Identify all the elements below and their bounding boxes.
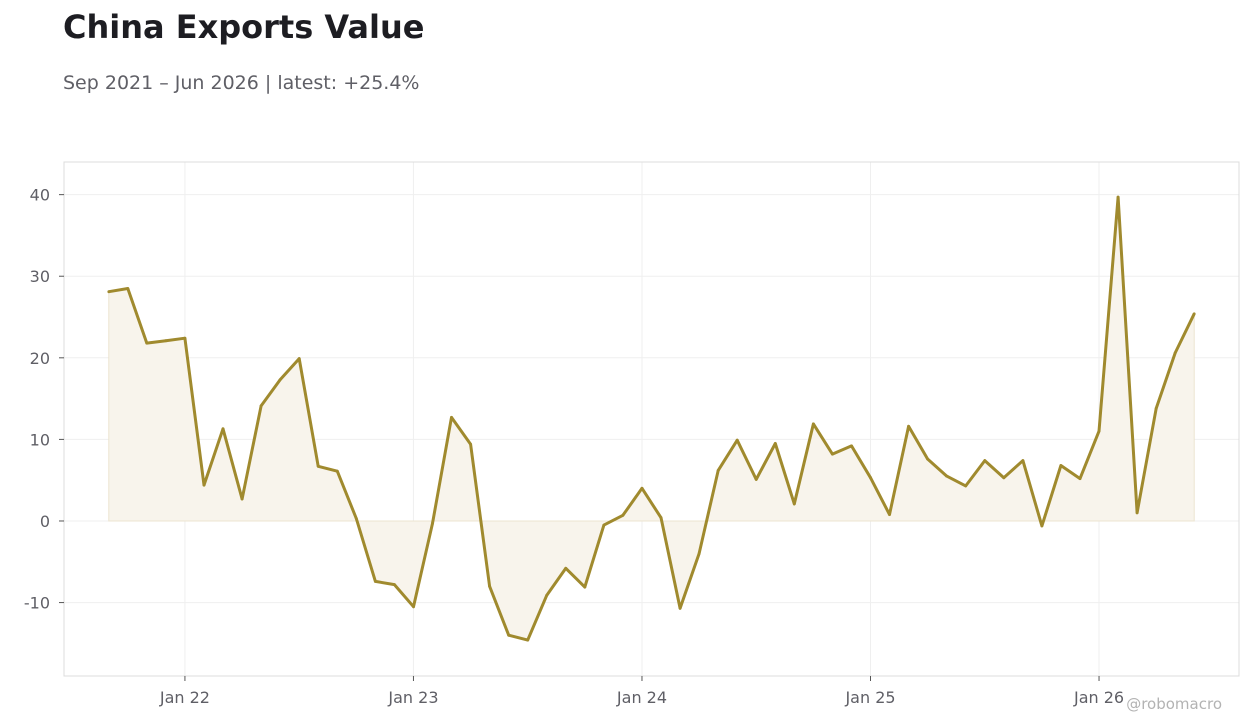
data-point xyxy=(1059,464,1063,467)
data-point xyxy=(278,378,282,382)
data-point xyxy=(450,416,453,419)
data-point xyxy=(374,580,377,583)
grid-lines xyxy=(64,162,1239,676)
data-point xyxy=(678,606,682,610)
y-tick-label: 0 xyxy=(40,512,50,531)
y-axis-ticks: -10 0 10 20 30 40 xyxy=(24,186,64,613)
x-tick-label: Jan 25 xyxy=(844,688,895,707)
data-point xyxy=(754,478,758,481)
data-point xyxy=(964,484,968,488)
data-point xyxy=(354,517,358,520)
data-point xyxy=(469,442,472,446)
x-tick-label: Jan 23 xyxy=(387,688,438,707)
data-point xyxy=(792,502,796,506)
y-tick-label: 30 xyxy=(30,267,50,286)
data-point xyxy=(735,438,739,442)
data-point xyxy=(526,638,530,642)
x-tick-label: Jan 22 xyxy=(159,688,210,707)
data-point xyxy=(621,513,625,517)
data-point xyxy=(297,357,301,360)
data-point xyxy=(659,516,663,520)
data-point xyxy=(1040,524,1044,528)
series-line xyxy=(108,195,1196,642)
data-point xyxy=(1021,459,1025,462)
data-point xyxy=(240,497,244,501)
data-point xyxy=(907,424,910,428)
data-point xyxy=(583,585,587,589)
data-point xyxy=(564,566,568,570)
data-point xyxy=(164,339,168,343)
data-point xyxy=(812,422,815,426)
data-point xyxy=(640,486,644,490)
chart-subtitle: Sep 2021 – Jun 2026 | latest: +25.4% xyxy=(63,72,420,94)
y-tick-label: 20 xyxy=(30,349,50,368)
data-point xyxy=(697,552,701,555)
watermark: @robomacro xyxy=(1126,695,1222,713)
data-point xyxy=(850,444,853,448)
data-point xyxy=(945,474,949,478)
data-point xyxy=(1002,476,1006,480)
data-point xyxy=(545,593,549,597)
data-point xyxy=(126,287,130,290)
data-point xyxy=(773,442,777,445)
x-tick-label: Jan 24 xyxy=(616,688,667,707)
chart-title: China Exports Value xyxy=(63,8,425,46)
data-point xyxy=(145,341,149,345)
data-point xyxy=(1154,407,1158,410)
series-area-fill xyxy=(108,197,1195,641)
data-point xyxy=(983,459,987,462)
data-point xyxy=(1135,511,1139,515)
data-point xyxy=(107,290,111,294)
y-tick-label: 10 xyxy=(30,430,50,449)
data-point xyxy=(888,513,891,516)
data-point xyxy=(221,427,225,431)
data-point xyxy=(431,522,434,525)
data-point xyxy=(316,464,320,468)
data-point xyxy=(831,452,834,456)
x-axis-ticks: Jan 22 Jan 23 Jan 24 Jan 25 Jan 26 xyxy=(159,676,1124,707)
data-point xyxy=(412,605,415,609)
x-tick-label: Jan 26 xyxy=(1073,688,1124,707)
data-point xyxy=(1192,312,1196,316)
data-point xyxy=(488,584,491,588)
y-tick-label: -10 xyxy=(24,594,50,613)
data-point xyxy=(1116,195,1120,199)
data-point xyxy=(1078,477,1082,480)
data-points xyxy=(107,195,1196,642)
data-point xyxy=(183,336,187,340)
data-point xyxy=(602,523,606,527)
data-point xyxy=(335,469,339,473)
data-point xyxy=(202,483,206,487)
data-point xyxy=(869,476,872,480)
y-tick-label: 40 xyxy=(30,186,50,205)
plot-frame xyxy=(63,161,1240,677)
data-point xyxy=(393,583,396,586)
data-point xyxy=(259,404,263,408)
data-point xyxy=(1097,429,1101,433)
data-point xyxy=(507,633,511,637)
data-point xyxy=(1173,351,1177,355)
data-point xyxy=(926,457,929,461)
data-point xyxy=(716,469,720,472)
